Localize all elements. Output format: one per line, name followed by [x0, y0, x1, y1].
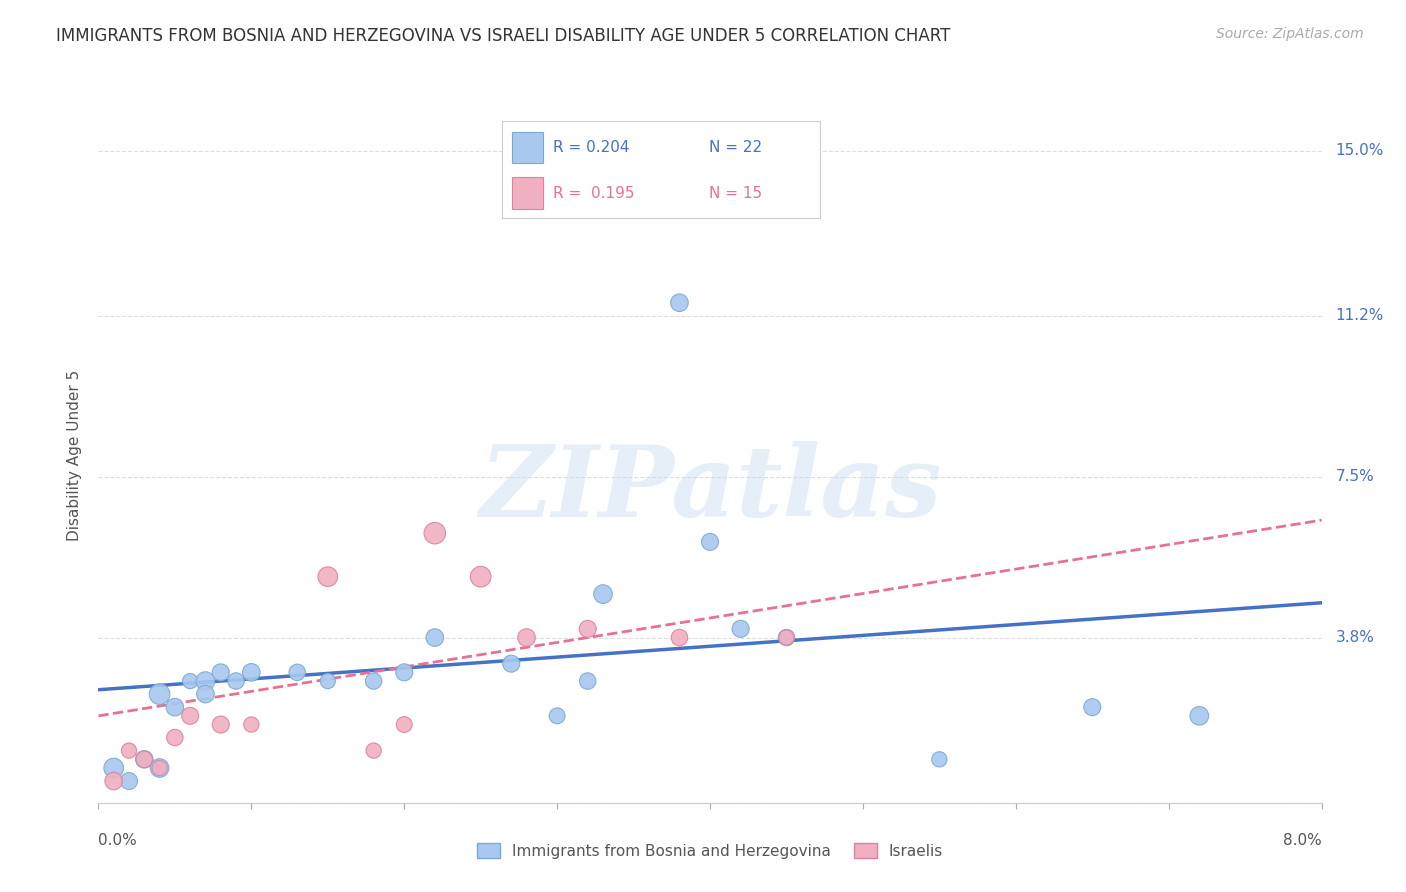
Point: [225, 674, 247, 689]
Point: [240, 717, 263, 731]
Point: [392, 717, 416, 731]
Text: 7.5%: 7.5%: [1336, 469, 1374, 484]
Point: [194, 674, 217, 689]
Point: [516, 631, 538, 645]
Point: [775, 631, 797, 645]
Point: [163, 731, 186, 745]
Point: [134, 752, 156, 766]
Point: [209, 665, 232, 680]
Text: ZIPatlas: ZIPatlas: [479, 442, 941, 538]
Point: [592, 587, 614, 601]
Legend: Immigrants from Bosnia and Herzegovina, Israelis: Immigrants from Bosnia and Herzegovina, …: [471, 837, 949, 864]
Point: [316, 674, 339, 689]
Point: [668, 295, 690, 310]
Point: [179, 708, 201, 723]
Point: [149, 687, 172, 701]
Point: [1188, 708, 1211, 723]
Text: IMMIGRANTS FROM BOSNIA AND HERZEGOVINA VS ISRAELI DISABILITY AGE UNDER 5 CORRELA: IMMIGRANTS FROM BOSNIA AND HERZEGOVINA V…: [56, 27, 950, 45]
Point: [928, 752, 950, 766]
Point: [1081, 700, 1104, 714]
Point: [576, 674, 599, 689]
Point: [363, 744, 385, 758]
Point: [134, 752, 156, 766]
Point: [103, 761, 125, 775]
Point: [285, 665, 308, 680]
Point: [179, 674, 201, 689]
Point: [240, 665, 263, 680]
Point: [470, 570, 492, 584]
Text: 8.0%: 8.0%: [1282, 833, 1322, 848]
Point: [392, 665, 416, 680]
Point: [118, 744, 141, 758]
Point: [576, 622, 599, 636]
Point: [423, 526, 446, 541]
Point: [316, 570, 339, 584]
Point: [163, 700, 186, 714]
Point: [775, 631, 797, 645]
Text: 0.0%: 0.0%: [98, 833, 138, 848]
Point: [149, 761, 172, 775]
Point: [103, 774, 125, 789]
Point: [546, 708, 568, 723]
Point: [363, 674, 385, 689]
Text: 15.0%: 15.0%: [1336, 143, 1384, 158]
Point: [501, 657, 523, 671]
Point: [118, 774, 141, 789]
Point: [699, 535, 721, 549]
Point: [194, 687, 217, 701]
Y-axis label: Disability Age Under 5: Disability Age Under 5: [66, 369, 82, 541]
Point: [149, 761, 172, 775]
Point: [730, 622, 752, 636]
Point: [209, 717, 232, 731]
Point: [423, 631, 446, 645]
Text: 11.2%: 11.2%: [1336, 309, 1384, 323]
Point: [668, 631, 690, 645]
Text: 3.8%: 3.8%: [1336, 630, 1375, 645]
Text: Source: ZipAtlas.com: Source: ZipAtlas.com: [1216, 27, 1364, 41]
